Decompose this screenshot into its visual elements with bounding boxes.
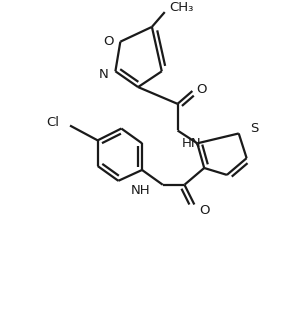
Text: HN: HN — [182, 137, 201, 150]
Text: NH: NH — [130, 184, 150, 197]
Text: S: S — [251, 122, 259, 135]
Text: Cl: Cl — [46, 116, 59, 129]
Text: N: N — [99, 68, 108, 81]
Text: O: O — [199, 204, 210, 217]
Text: O: O — [103, 35, 114, 48]
Text: CH₃: CH₃ — [170, 1, 194, 14]
Text: O: O — [196, 82, 206, 95]
